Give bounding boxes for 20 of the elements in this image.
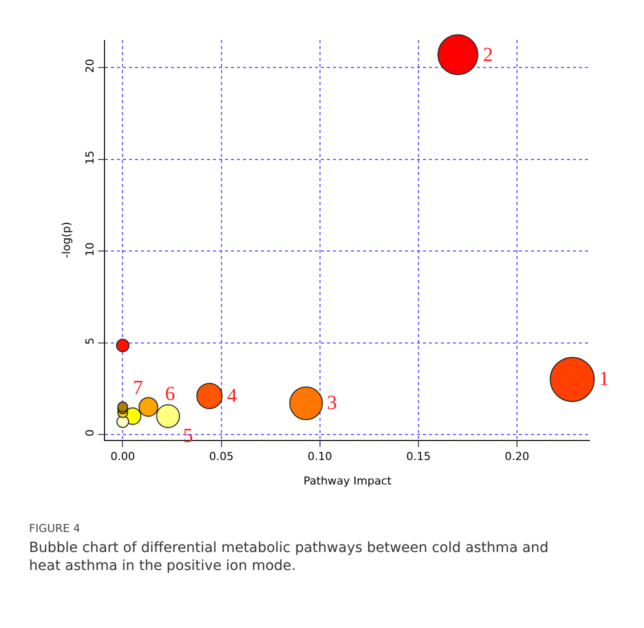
annotation: 3: [327, 392, 337, 414]
x-tick-label: 0.20: [504, 450, 530, 464]
x-tick-label: 0.00: [110, 450, 135, 464]
y-tick-label: 20: [84, 58, 97, 73]
x-axis-title: Pathway Impact: [304, 474, 392, 488]
annotation: 6: [165, 383, 175, 405]
annotation: 7: [133, 377, 143, 399]
text: Bubble chart of differential metabolic pathways between cold asthma and heat asthma in the positive ion mode.: [29, 540, 549, 574]
y-tick-label: 5: [84, 338, 97, 345]
x-tick-label: 0.15: [406, 450, 431, 464]
caption: FIGURE 4: [29, 522, 80, 535]
annotation: 2: [483, 44, 493, 66]
x-tick-label: 0.05: [209, 450, 234, 464]
annotation: 4: [227, 385, 237, 407]
y-tick-label: 10: [84, 242, 97, 256]
y-tick-label: 0: [84, 429, 97, 436]
y-axis-title: -log(p): [60, 222, 74, 258]
y-tick-label: 15: [84, 150, 97, 165]
annotation: 1: [599, 368, 609, 390]
x-tick-label: 0.10: [308, 450, 332, 464]
